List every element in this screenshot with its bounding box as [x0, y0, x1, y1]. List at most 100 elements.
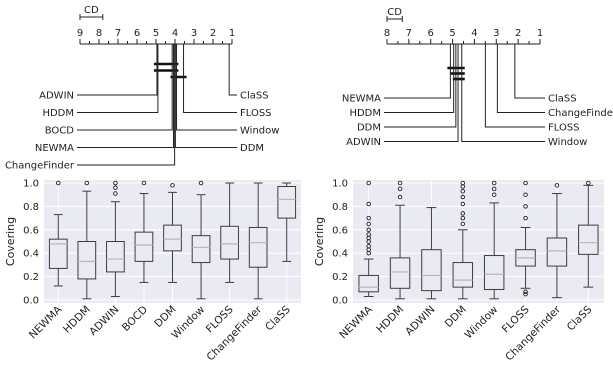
cd-method-line — [514, 44, 545, 99]
box — [220, 225, 239, 260]
cd-method-label: HDDM — [42, 108, 74, 119]
y-tick-label: 1.0 — [332, 179, 348, 190]
x-tick-label: ADWIN — [403, 304, 437, 338]
cd-method-label: DDM — [357, 123, 381, 134]
box — [77, 241, 97, 280]
cd-diagram-right: CD 8 7 6 5 4 3 2 1 NEWMA HDDM DDM ADWIN ClaSS ChangeFi… — [342, 7, 613, 148]
outlier-point — [523, 215, 528, 221]
outlier-point — [113, 180, 118, 186]
outlier-point — [491, 186, 497, 192]
cd-tick-label: 6 — [428, 28, 434, 39]
outlier-point — [523, 289, 528, 295]
cd-tick-label: 8 — [384, 28, 390, 39]
box — [452, 262, 474, 288]
outlier-point — [460, 180, 466, 186]
box — [358, 274, 379, 293]
cd-tick-label: 2 — [515, 28, 521, 39]
outlier-point — [460, 211, 466, 216]
box — [48, 238, 68, 269]
outlier-point — [460, 215, 466, 221]
cd-method-line — [77, 44, 158, 96]
outlier-point — [113, 191, 118, 196]
cd-method-line — [77, 44, 176, 166]
outlier-point — [366, 215, 371, 221]
cd-method-label: ChangeFinder — [548, 108, 613, 119]
cd-method-line — [384, 44, 459, 142]
outlier-point — [366, 221, 371, 227]
outlier-point — [460, 194, 466, 200]
cd-tick-label: 5 — [153, 28, 159, 39]
cd-tick-label: 7 — [115, 28, 121, 39]
boxplot-right: 0.0 0.2 0.4 0.6 0.8 1.0 Covering NEWMA HDDMADWIN… — [313, 179, 604, 363]
y-tick-label: 1.0 — [23, 179, 39, 190]
y-tick-label: 0.6 — [23, 225, 39, 236]
cd-tick-label: 8 — [96, 28, 102, 39]
cd-method-label: ADWIN — [346, 137, 381, 148]
outlier-point — [523, 180, 528, 186]
boxplot-left: 0.00.20.40.60.81.0CoveringNEWMAHDDMADWIN… — [4, 179, 301, 363]
x-tick-label: ADWIN — [87, 304, 121, 338]
box — [578, 224, 599, 255]
cd-method-line — [496, 44, 545, 113]
cd-method-label: ClaSS — [240, 91, 269, 102]
outlier-point — [113, 185, 118, 190]
x-tick-label: NEWMA — [27, 303, 65, 341]
outlier-point — [366, 227, 371, 233]
cd-tick-label: 1 — [229, 28, 235, 39]
outlier-point — [554, 183, 560, 188]
outlier-point — [141, 180, 147, 186]
box — [546, 237, 568, 267]
box — [483, 255, 505, 290]
outlier-point — [397, 186, 403, 192]
cd-method-label: FLOSS — [240, 108, 272, 119]
x-tick-label: NEWMA — [337, 303, 375, 341]
y-tick-label: 0.2 — [23, 272, 39, 283]
cd-label: CD — [84, 5, 99, 16]
cd-method-line — [384, 44, 457, 128]
outlier-point — [397, 194, 403, 200]
cd-method-label: ChangeFinder — [5, 161, 75, 172]
box — [389, 257, 411, 289]
cd-method-label: NEWMA — [35, 143, 74, 154]
outlier-point — [366, 201, 371, 207]
cd-method-line — [77, 44, 159, 113]
y-tick-label: 0.4 — [23, 249, 39, 260]
outlier-point — [56, 180, 61, 186]
cd-method-line — [183, 44, 237, 113]
cd-method-label: ADWIN — [39, 91, 74, 102]
y-tick-label: 0.8 — [23, 202, 39, 213]
x-tick-label: ChangeFinder — [503, 303, 563, 363]
cd-tick-label: 7 — [406, 28, 412, 39]
cd-method-label: HDDM — [349, 108, 381, 119]
box — [248, 226, 268, 268]
y-axis-label: Covering — [4, 217, 17, 266]
box — [134, 231, 154, 262]
outlier-point — [523, 204, 528, 209]
cd-method-label: Window — [240, 126, 279, 137]
cd-tick-label: 6 — [134, 28, 140, 39]
cd-method-label: ClaSS — [548, 94, 577, 105]
cd-method-label: DDM — [240, 143, 264, 154]
cd-method-line — [228, 44, 237, 96]
x-tick-label: ClaSS — [263, 303, 293, 333]
outlier-point — [198, 180, 204, 186]
outlier-point — [84, 180, 90, 186]
y-tick-label: 0.4 — [332, 249, 348, 260]
box — [421, 249, 442, 292]
cd-tick-label: 9 — [77, 28, 83, 39]
cd-tick-label: 3 — [493, 28, 499, 39]
outlier-point — [460, 221, 466, 227]
cd-label: CD — [387, 7, 402, 18]
cd-method-label: NEWMA — [342, 94, 381, 105]
outlier-point — [523, 192, 528, 197]
cd-tick-label: 4 — [471, 28, 477, 39]
cd-tick-label: 5 — [449, 28, 455, 39]
cd-tick-label: 3 — [191, 28, 197, 39]
y-tick-label: 0.0 — [23, 296, 39, 307]
x-tick-label: ClaSS — [565, 303, 595, 333]
x-tick-label: HDDM — [374, 304, 406, 336]
outlier-point — [366, 232, 371, 237]
outlier-point — [586, 180, 591, 186]
x-tick-label: DDM — [443, 304, 469, 330]
